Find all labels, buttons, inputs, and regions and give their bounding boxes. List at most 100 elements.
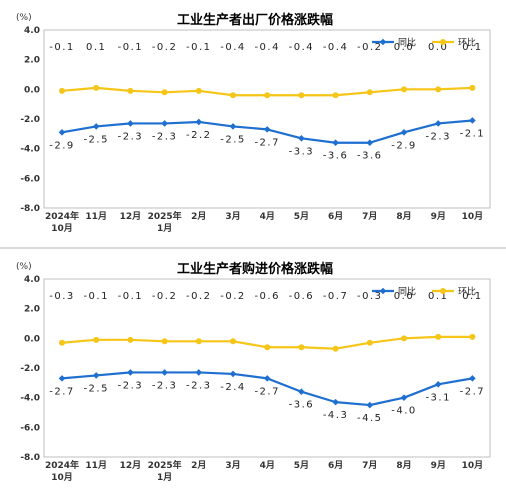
y-tick-label: 2.0 — [24, 56, 40, 66]
data-label-yoy: -2.4 — [220, 382, 246, 393]
x-tick-label: 5月 — [294, 211, 309, 222]
data-label-yoy: -2.5 — [83, 134, 109, 145]
y-tick-label: -6.0 — [20, 174, 40, 184]
data-point-mom — [93, 336, 100, 343]
data-label-mom: -0.3 — [49, 291, 75, 302]
x-tick-label: 7月 — [362, 460, 377, 471]
data-point-yoy — [400, 394, 408, 401]
data-point-yoy — [434, 120, 442, 127]
data-point-mom — [469, 333, 476, 340]
x-tick-label: 7月 — [362, 211, 377, 222]
x-tick-label: 9月 — [431, 460, 446, 471]
data-point-mom — [161, 338, 168, 345]
data-point-mom — [401, 335, 407, 342]
data-label-mom: -0.3 — [357, 291, 383, 302]
data-point-yoy — [127, 369, 134, 376]
legend-label-yoy: 同比 — [398, 286, 416, 298]
x-tick-label: 2025年 — [148, 459, 182, 471]
data-point-mom — [435, 333, 442, 340]
y-tick-label: 4.0 — [24, 275, 40, 285]
y-tick-label: -8.0 — [20, 453, 40, 463]
data-label-mom: -0.7 — [323, 291, 349, 302]
data-label-mom: -0.1 — [186, 42, 212, 53]
purchase-price-chart-panel: 工业生产者购进价格涨跌幅 (%) 4.0 2.0 0.0 -2.0 -4.0 -6.0 -8.0… — [0, 249, 506, 497]
data-point-mom — [366, 339, 373, 346]
data-label-yoy: -2.7 — [49, 386, 75, 397]
data-label-yoy: -4.5 — [357, 413, 383, 424]
data-point-yoy — [332, 398, 339, 406]
data-point-mom — [195, 87, 202, 94]
data-label-yoy: -3.1 — [425, 392, 451, 403]
data-point-mom — [127, 87, 134, 94]
data-label-mom: -0.4 — [220, 42, 246, 53]
x-tick-label: 2025年 — [148, 210, 182, 222]
data-point-yoy — [92, 372, 100, 379]
data-point-yoy — [298, 134, 305, 142]
data-point-mom — [264, 92, 271, 99]
data-label-mom: -0.4 — [323, 42, 349, 53]
data-point-mom — [401, 86, 407, 93]
data-label-mom: 0.0 — [394, 291, 414, 302]
data-point-yoy — [263, 126, 271, 133]
y-tick-label: -4.0 — [20, 394, 40, 404]
data-point-mom — [264, 344, 271, 351]
legend-marker-mom — [440, 288, 446, 294]
data-label-yoy: -2.5 — [83, 383, 109, 394]
data-point-mom — [298, 92, 305, 99]
data-point-mom — [435, 86, 442, 93]
data-point-mom — [366, 89, 373, 96]
data-label-yoy: -3.3 — [289, 146, 315, 157]
y-tick-label: -4.0 — [20, 145, 40, 155]
data-point-yoy — [263, 375, 271, 382]
data-label-yoy: -2.3 — [425, 131, 451, 142]
x-tick-label: 8月 — [396, 460, 411, 471]
data-label-yoy: -2.7 — [254, 137, 280, 148]
data-point-yoy — [127, 120, 134, 127]
data-label-yoy: -2.3 — [186, 380, 212, 391]
data-label-yoy: -2.1 — [460, 128, 486, 139]
data-label-yoy: -2.7 — [254, 386, 280, 397]
data-point-mom — [332, 345, 339, 352]
data-label-mom: -0.6 — [289, 291, 315, 302]
data-point-yoy — [469, 117, 476, 124]
data-point-yoy — [161, 369, 168, 376]
legend-marker-yoy — [379, 287, 387, 295]
legend-label-yoy: 同比 — [398, 37, 416, 49]
chart-title: 工业生产者购进价格涨跌幅 — [177, 261, 333, 277]
data-label-mom: -0.4 — [254, 42, 280, 53]
x-tick-label: 4月 — [260, 211, 275, 222]
data-label-yoy: -2.9 — [49, 140, 75, 151]
output-price-chart-panel: 工业生产者出厂价格涨跌幅 (%) 4.0 2.0 0.0 -2.0 -4.0 -6.0 -8.0… — [0, 0, 506, 248]
y-tick-label: 0.0 — [24, 85, 40, 95]
data-label-yoy: -2.5 — [220, 134, 246, 145]
x-tick-label: 6月 — [328, 460, 343, 471]
x-tick-label: 1月 — [157, 472, 172, 483]
x-tick-label: 2024年 — [45, 459, 79, 471]
data-point-mom — [59, 339, 65, 346]
x-tick-label: 9月 — [431, 211, 446, 222]
data-point-yoy — [58, 375, 66, 382]
data-label-mom: -0.4 — [289, 42, 315, 53]
data-label-yoy: -2.2 — [186, 130, 212, 141]
data-point-yoy — [161, 120, 168, 127]
y-tick-label: 2.0 — [24, 305, 40, 315]
x-tick-label: 10月 — [462, 211, 484, 222]
data-point-yoy — [366, 139, 374, 147]
x-tick-label: 10月 — [51, 223, 73, 234]
data-point-yoy — [58, 129, 66, 136]
data-label-mom: -0.2 — [357, 42, 383, 53]
data-label-mom: 0.0 — [394, 42, 414, 53]
data-point-mom — [195, 338, 202, 345]
y-tick-label: -6.0 — [20, 423, 40, 433]
x-tick-label: 2月 — [191, 460, 206, 471]
chart-title: 工业生产者出厂价格涨跌幅 — [177, 12, 333, 28]
data-point-yoy — [229, 370, 237, 378]
data-point-yoy — [366, 401, 374, 409]
data-point-mom — [230, 338, 236, 345]
line-chart: 工业生产者出厂价格涨跌幅 (%) 4.0 2.0 0.0 -2.0 -4.0 -6.0 -8.0… — [16, 12, 491, 234]
x-tick-label: 12月 — [120, 211, 142, 222]
line-chart: 工业生产者购进价格涨跌幅 (%) 4.0 2.0 0.0 -2.0 -4.0 -6.0 -8.0… — [16, 261, 491, 483]
x-tick-label: 10月 — [51, 472, 73, 483]
y-tick-label: -2.0 — [20, 364, 40, 374]
plot-frame — [43, 29, 491, 209]
